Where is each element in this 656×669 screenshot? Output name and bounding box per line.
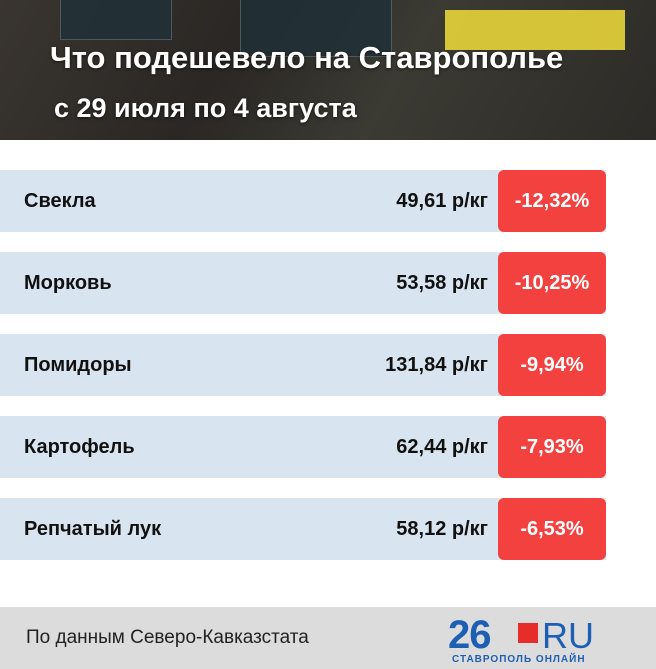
subtitle: с 29 июля по 4 августа: [54, 93, 357, 123]
source: По данным Северо-Кавказстата: [26, 627, 309, 648]
logo-square: [518, 623, 538, 643]
product-price: 131,84 р/кг: [385, 354, 488, 376]
table-row: Свекла 49,61 р/кг -12,32%: [0, 170, 606, 232]
price-change: -12,32%: [498, 170, 606, 232]
table-row: Морковь 53,58 р/кг -10,25%: [0, 252, 606, 314]
header: Что подешевело на Ставрополье с 29 июля …: [0, 0, 656, 140]
title: Что подешевело на Ставрополье: [50, 40, 564, 75]
logo-domain: RU: [542, 615, 594, 656]
footer: По данным Северо-Кавказстата 26 RU СТАВР…: [0, 607, 656, 669]
product-name: Репчатый лук: [24, 518, 162, 540]
logo-number: 26: [448, 613, 491, 657]
table-row: Картофель 62,44 р/кг -7,93%: [0, 416, 606, 478]
price-tag-photo: [60, 0, 172, 40]
product-price: 62,44 р/кг: [396, 436, 488, 458]
table-row: Репчатый лук 58,12 р/кг -6,53%: [0, 498, 606, 560]
product-price: 58,12 р/кг: [396, 518, 488, 540]
price-tag-photo: [240, 0, 392, 57]
product-name: Морковь: [24, 272, 112, 294]
logo-tagline: СТАВРОПОЛЬ ОНЛАЙН: [452, 654, 586, 665]
product-price: 49,61 р/кг: [396, 190, 488, 212]
table-row: Помидоры 131,84 р/кг -9,94%: [0, 334, 606, 396]
product-name: Картофель: [24, 436, 135, 458]
product-name: Помидоры: [24, 354, 132, 376]
product-price: 53,58 р/кг: [396, 272, 488, 294]
price-change: -10,25%: [498, 252, 606, 314]
price-change: -6,53%: [498, 498, 606, 560]
product-name: Свекла: [24, 190, 96, 212]
price-tag-photo: [445, 10, 625, 50]
price-change: -9,94%: [498, 334, 606, 396]
price-change: -7,93%: [498, 416, 606, 478]
